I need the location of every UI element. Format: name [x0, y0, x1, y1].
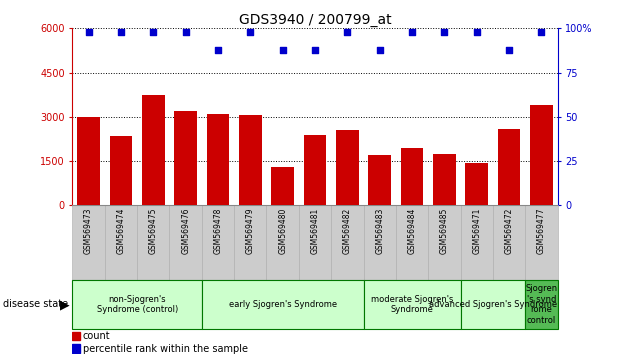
- Bar: [525, 205, 558, 280]
- Point: [342, 29, 352, 35]
- Bar: [401, 148, 423, 205]
- Bar: [396, 205, 428, 280]
- Point: [375, 47, 385, 52]
- Bar: [266, 205, 299, 280]
- Text: GSM569484: GSM569484: [408, 207, 416, 254]
- Bar: [234, 205, 266, 280]
- Bar: [299, 205, 331, 280]
- Bar: [530, 105, 553, 205]
- Bar: [461, 205, 493, 280]
- Text: GSM569472: GSM569472: [505, 207, 513, 254]
- Text: non-Sjogren's
Syndrome (control): non-Sjogren's Syndrome (control): [96, 295, 178, 314]
- Text: GSM569485: GSM569485: [440, 207, 449, 254]
- Bar: [466, 162, 488, 205]
- Bar: [202, 205, 234, 280]
- Point: [278, 47, 288, 52]
- Bar: [461, 280, 525, 329]
- Text: GSM569477: GSM569477: [537, 207, 546, 254]
- Bar: [202, 280, 364, 329]
- Text: GSM569482: GSM569482: [343, 207, 352, 254]
- Bar: [72, 280, 202, 329]
- Text: GSM569481: GSM569481: [311, 207, 319, 254]
- Bar: [110, 136, 132, 205]
- Point: [245, 29, 255, 35]
- Bar: [175, 111, 197, 205]
- Bar: [272, 167, 294, 205]
- Bar: [105, 205, 137, 280]
- Point: [310, 47, 320, 52]
- Point: [116, 29, 126, 35]
- Point: [536, 29, 546, 35]
- Point: [181, 29, 191, 35]
- Bar: [369, 155, 391, 205]
- Title: GDS3940 / 200799_at: GDS3940 / 200799_at: [239, 13, 391, 27]
- Text: Sjogren
's synd
rome
control: Sjogren 's synd rome control: [525, 284, 558, 325]
- Bar: [364, 205, 396, 280]
- Text: GSM569480: GSM569480: [278, 207, 287, 254]
- Bar: [364, 280, 461, 329]
- Text: GSM569478: GSM569478: [214, 207, 222, 254]
- Bar: [433, 154, 455, 205]
- Point: [439, 29, 449, 35]
- Text: GSM569475: GSM569475: [149, 207, 158, 254]
- Point: [213, 47, 223, 52]
- Text: GSM569473: GSM569473: [84, 207, 93, 254]
- Bar: [72, 344, 80, 353]
- Bar: [239, 115, 261, 205]
- Bar: [142, 95, 164, 205]
- Text: GSM569476: GSM569476: [181, 207, 190, 254]
- Bar: [493, 205, 525, 280]
- Bar: [169, 205, 202, 280]
- Text: moderate Sjogren's
Syndrome: moderate Sjogren's Syndrome: [371, 295, 453, 314]
- Bar: [331, 205, 364, 280]
- Point: [504, 47, 514, 52]
- Point: [84, 29, 94, 35]
- Text: GSM569471: GSM569471: [472, 207, 481, 254]
- Bar: [428, 205, 461, 280]
- Point: [148, 29, 158, 35]
- Bar: [72, 205, 105, 280]
- Text: percentile rank within the sample: percentile rank within the sample: [83, 343, 248, 354]
- Bar: [498, 129, 520, 205]
- Point: [472, 29, 482, 35]
- Bar: [137, 205, 169, 280]
- Text: ▶: ▶: [60, 298, 69, 311]
- Text: early Sjogren's Syndrome: early Sjogren's Syndrome: [229, 300, 336, 309]
- Text: GSM569479: GSM569479: [246, 207, 255, 254]
- Bar: [525, 280, 558, 329]
- Text: GSM569474: GSM569474: [117, 207, 125, 254]
- Bar: [304, 135, 326, 205]
- Point: [407, 29, 417, 35]
- Bar: [336, 130, 358, 205]
- Bar: [72, 332, 80, 341]
- Text: advanced Sjogren's Syndrome: advanced Sjogren's Syndrome: [429, 300, 557, 309]
- Bar: [207, 114, 229, 205]
- Text: GSM569483: GSM569483: [375, 207, 384, 254]
- Text: count: count: [83, 331, 110, 341]
- Text: disease state: disease state: [3, 299, 68, 309]
- Bar: [77, 117, 100, 205]
